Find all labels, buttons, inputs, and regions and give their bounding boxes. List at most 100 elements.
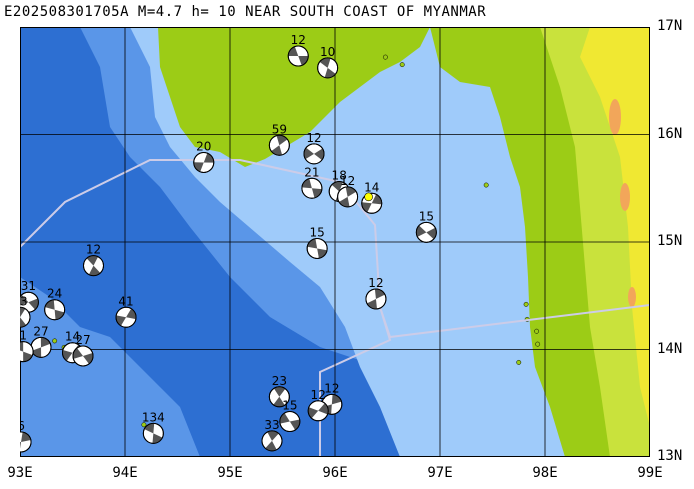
beachball-quadrant xyxy=(307,238,318,249)
focal-mechanism[interactable]: 31 xyxy=(20,279,39,313)
small-islands xyxy=(52,54,541,428)
focal-mechanism[interactable]: 23 xyxy=(268,374,290,408)
beachball-rim xyxy=(307,400,329,422)
focal-mechanism[interactable]: 27 xyxy=(72,333,94,367)
focal-mechanism[interactable]: 12 xyxy=(337,174,359,208)
beachball-quadrant xyxy=(273,396,285,407)
beachball-quadrant xyxy=(193,162,204,172)
beachball-quadrant xyxy=(267,430,279,441)
beachball-quadrant xyxy=(331,394,342,405)
focal-mechanism[interactable]: 1 xyxy=(20,329,34,363)
focal-mechanism[interactable]: 12 xyxy=(83,243,104,277)
focal-mechanism[interactable]: 12 xyxy=(365,276,387,310)
focal-mechanism[interactable]: 24 xyxy=(44,287,66,321)
mechanism-label: 20 xyxy=(196,139,211,153)
beachball-rim xyxy=(83,255,104,277)
beachball-quadrant xyxy=(273,386,286,397)
beachball-quadrant xyxy=(288,46,299,57)
focal-mechanism[interactable]: 33 xyxy=(261,418,283,452)
beachball-quadrant xyxy=(276,135,288,146)
focal-mechanism[interactable]: 20 xyxy=(193,139,215,173)
focal-mechanism[interactable]: 41 xyxy=(115,294,137,328)
latitude-label: 16N xyxy=(657,125,683,142)
focal-mechanism[interactable]: 59 xyxy=(268,122,290,156)
island xyxy=(535,341,541,347)
focal-mechanism[interactable]: 12 xyxy=(287,33,309,67)
beachball-rim xyxy=(142,422,164,444)
focal-mechanism[interactable]: 12 xyxy=(303,131,325,165)
beachball-quadrant xyxy=(426,227,437,240)
mechanism-label: 41 xyxy=(118,294,133,308)
island xyxy=(534,328,540,334)
beachball-quadrant xyxy=(54,309,65,320)
beachball-quadrant xyxy=(23,351,33,362)
island xyxy=(523,301,529,307)
focal-mechanism[interactable]: 27 xyxy=(30,324,52,358)
mechanism-label: 15 xyxy=(310,225,325,239)
mechanism-label: 14 xyxy=(364,180,379,194)
latitude-label: 17N xyxy=(657,18,683,34)
mechanism-label: 24 xyxy=(47,287,62,301)
focal-mechanism[interactable]: 21 xyxy=(301,165,323,199)
mechanism-label: 134 xyxy=(142,410,165,424)
beachball-quadrant xyxy=(289,419,300,431)
mechanism-label: 27 xyxy=(33,324,48,338)
beachball-rim xyxy=(193,151,215,173)
beachball-quadrant xyxy=(308,407,319,419)
focal-mechanism[interactable]: 15 xyxy=(306,225,328,259)
beachball-rim xyxy=(44,299,66,321)
focal-mechanism[interactable]: 10 xyxy=(317,45,339,79)
beachball-rim xyxy=(301,177,323,199)
beachball-quadrant xyxy=(20,307,26,318)
beachball-rim xyxy=(415,221,437,243)
mechanism-label: 12 xyxy=(86,243,101,257)
mechanism-label: 12 xyxy=(306,131,321,145)
focal-mechanism[interactable]: 15 xyxy=(415,209,437,243)
focal-mechanism-map: 1210592012211812141515121241312423271427… xyxy=(20,27,650,457)
mechanism-label: 59 xyxy=(272,122,287,136)
beachball-quadrant xyxy=(44,299,55,310)
focal-mechanism[interactable]: 134 xyxy=(142,410,165,444)
mechanism-label: 23 xyxy=(20,294,28,308)
beachball-quadrant xyxy=(318,403,329,415)
island xyxy=(52,338,58,344)
beachball-rim xyxy=(20,306,31,328)
mechanism-label: 27 xyxy=(75,333,90,347)
mechanism-label: 12 xyxy=(291,33,306,47)
beachball-quadrant xyxy=(40,337,51,348)
beachball-rim xyxy=(115,306,137,328)
mechanism-label: 21 xyxy=(304,165,319,179)
beachball-quadrant xyxy=(331,181,343,192)
beachball-rim xyxy=(72,345,94,367)
island xyxy=(399,62,405,68)
mechanism-label: 12 xyxy=(324,381,339,395)
land-peaks xyxy=(580,27,650,427)
latitude-label: 15N xyxy=(657,233,683,249)
island xyxy=(483,182,489,188)
beachball-quadrant xyxy=(319,57,331,68)
mechanism-label: 31 xyxy=(21,279,36,293)
beachball-quadrant xyxy=(28,298,39,310)
beachball-quadrant xyxy=(31,347,42,358)
beachball-quadrant xyxy=(314,148,325,161)
beachball-quadrant xyxy=(20,294,29,306)
beachball-rim xyxy=(287,45,309,67)
mechanism-label: 18 xyxy=(332,168,347,182)
beachball-quadrant xyxy=(298,56,309,66)
longitude-label: 96E xyxy=(322,465,348,481)
beachball-quadrant xyxy=(311,188,322,198)
longitude-label: 95E xyxy=(217,465,243,481)
mechanism-label: 12 xyxy=(311,388,326,402)
focal-mechanism[interactable]: 6 xyxy=(20,419,32,453)
beachball-rim xyxy=(303,143,325,165)
focal-mechanism[interactable]: 12 xyxy=(307,388,329,422)
beachball-rim xyxy=(20,431,32,453)
beachball-quadrant xyxy=(20,341,24,352)
longitude-label: 98E xyxy=(532,465,558,481)
focal-mechanism[interactable]: 15 xyxy=(279,399,301,433)
beachball-quadrant xyxy=(83,353,93,364)
beachball-rim xyxy=(306,237,328,259)
longitude-label: 97E xyxy=(427,465,453,481)
focal-mechanism[interactable]: 23 xyxy=(20,294,31,328)
beachball-rim xyxy=(20,341,34,363)
